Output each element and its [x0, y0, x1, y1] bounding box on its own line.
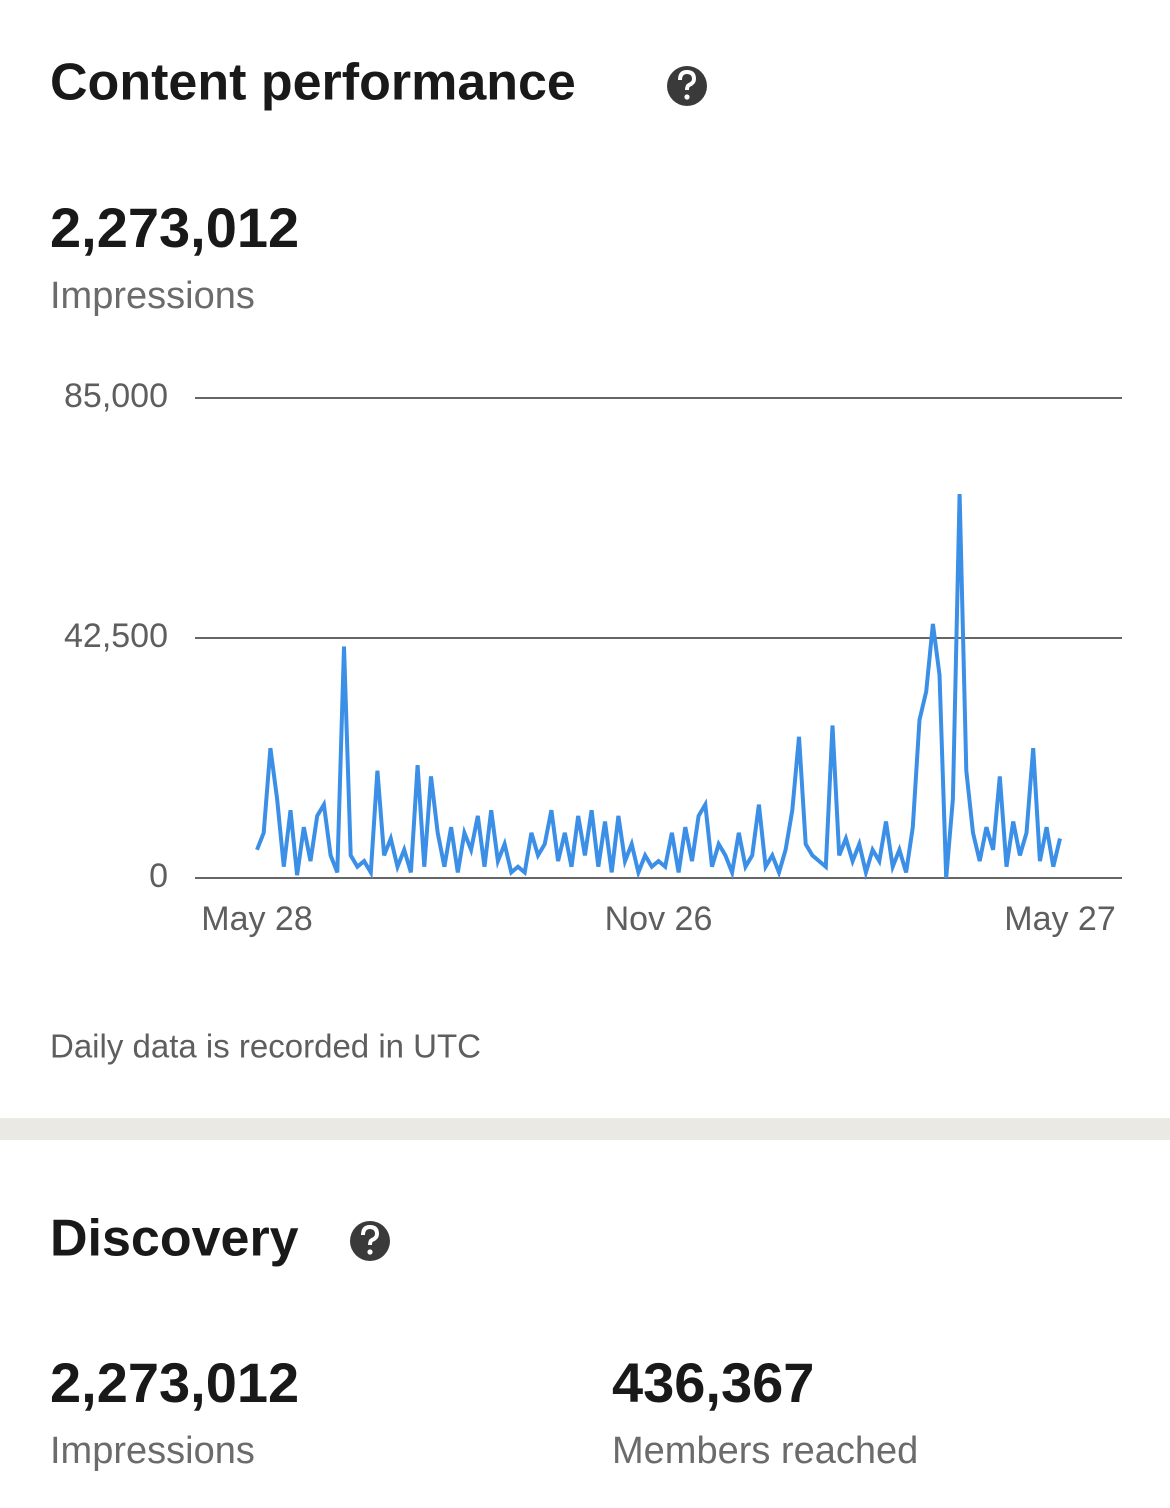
section-title: Discovery [50, 1210, 299, 1268]
stat-label: Impressions [50, 1430, 255, 1472]
data-line [255, 493, 1062, 881]
x-tick-label: May 27 [1004, 900, 1116, 938]
impressions-label: Impressions [50, 275, 255, 317]
y-tick-label: 0 [149, 857, 168, 895]
help-icon[interactable] [350, 1221, 390, 1261]
stat-value: 436,367 [612, 1351, 814, 1414]
stat-label: Members reached [612, 1430, 918, 1472]
y-tick-label: 42,500 [64, 617, 168, 655]
stat-value: 2,273,012 [50, 1351, 299, 1414]
impressions-value: 2,273,012 [50, 196, 299, 259]
chart: 0 42,500 85,000 May 28 Nov 26 May 27 [64, 377, 1122, 938]
x-tick-label: May 28 [201, 900, 313, 938]
help-icon[interactable] [667, 66, 707, 106]
divider [0, 1118, 1170, 1140]
y-tick-label: 85,000 [64, 377, 168, 415]
section-title: Content performance [50, 54, 576, 112]
note: Daily data is recorded in UTC [50, 1028, 481, 1065]
x-tick-label: Nov 26 [605, 900, 713, 938]
